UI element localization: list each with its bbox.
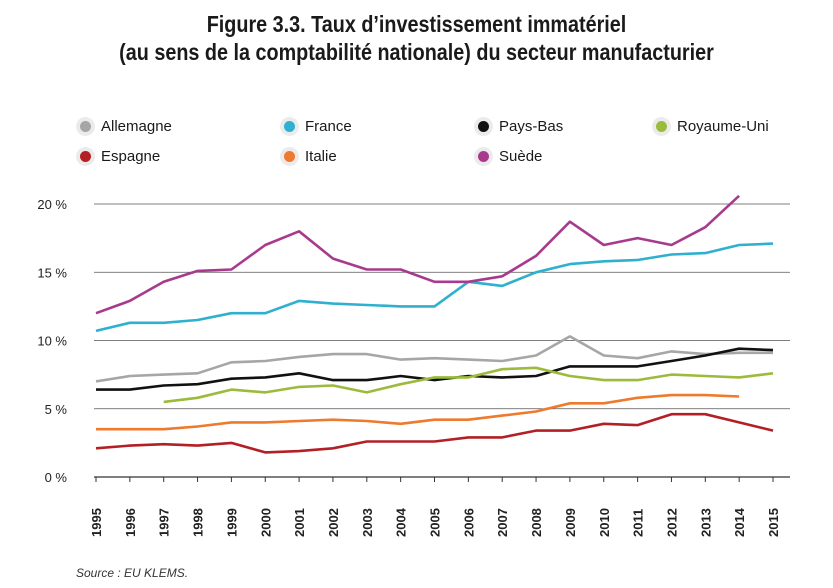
legend-label: Espagne [101,148,161,165]
legend-marker-icon [656,121,667,132]
x-tick-label: 2013 [698,508,713,537]
series-line-su-de [95,194,740,315]
legend-marker-icon [284,121,295,132]
legend-marker-icon [478,121,489,132]
series-line-allemagne [95,335,773,383]
legend-label: France [305,118,352,135]
legend-label: Suède [499,148,543,165]
x-tick-label: 2004 [394,507,409,537]
x-axis-ticks: 1995 1996 1997 1998 1999 2000 2001 2002 2003 2004… [89,477,781,537]
legend-item: Suède [478,148,542,165]
legend-marker-icon [80,151,91,162]
chart-title-line1: Figure 3.3. Taux d’investissement immaté… [206,11,627,37]
x-tick-label: 2007 [495,508,510,537]
x-tick-label: 2003 [360,508,375,537]
legend-label: Royaume-Uni [677,118,769,135]
series-lines [95,194,774,454]
legend-item: Pays-Bas [478,118,563,135]
legend-item: Allemagne [80,118,172,135]
x-tick-label: 2011 [631,509,646,537]
y-tick-label: 10 % [37,334,67,349]
x-tick-label: 2000 [258,508,273,537]
legend-item: Italie [284,148,337,165]
x-tick-label: 2001 [292,508,307,537]
x-tick-label: 2015 [766,508,781,537]
legend-marker-icon [80,121,91,132]
y-tick-label: 15 % [37,265,67,280]
grid-lines [94,203,790,478]
legend-label: Italie [305,148,337,165]
legend-item: Espagne [80,148,160,165]
series-line-pays-bas [96,347,774,391]
x-tick-label: 1996 [123,508,138,537]
x-tick-label: 2014 [732,507,747,537]
legend-label: Pays-Bas [499,118,564,135]
y-axis-ticks: 0 % 5 % 10 % 15 % 20 % [37,197,67,485]
chart-title-line2: (au sens de la comptabilité nationale) d… [119,39,714,65]
series-line-france [95,242,774,333]
series-line-espagne [95,412,774,454]
x-tick-label: 2006 [461,508,476,537]
y-tick-label: 0 % [45,470,68,485]
y-tick-label: 5 % [45,402,68,417]
x-tick-label: 2008 [529,508,544,537]
legend-label: Allemagne [101,118,172,135]
x-tick-label: 2009 [563,508,578,537]
x-tick-label: 2002 [326,508,341,537]
x-tick-label: 2005 [428,508,443,537]
y-tick-label: 20 % [37,197,67,212]
chart-title: Figure 3.3. Taux d’investissement immaté… [58,10,774,66]
x-tick-label: 2010 [597,508,612,537]
source-note: Source : EU KLEMS. [76,566,189,580]
x-tick-label: 1998 [191,508,206,537]
x-tick-label: 2012 [664,508,679,537]
series-line-royaume-uni [163,366,774,404]
x-tick-label: 1997 [157,508,172,537]
legend-item: France [284,118,352,135]
legend-item: Royaume-Uni [656,118,769,135]
series-line-italie [96,393,740,431]
legend-marker-icon [478,151,489,162]
x-tick-label: 1995 [89,508,104,537]
legend-marker-icon [284,151,295,162]
x-tick-label: 1999 [224,508,239,537]
